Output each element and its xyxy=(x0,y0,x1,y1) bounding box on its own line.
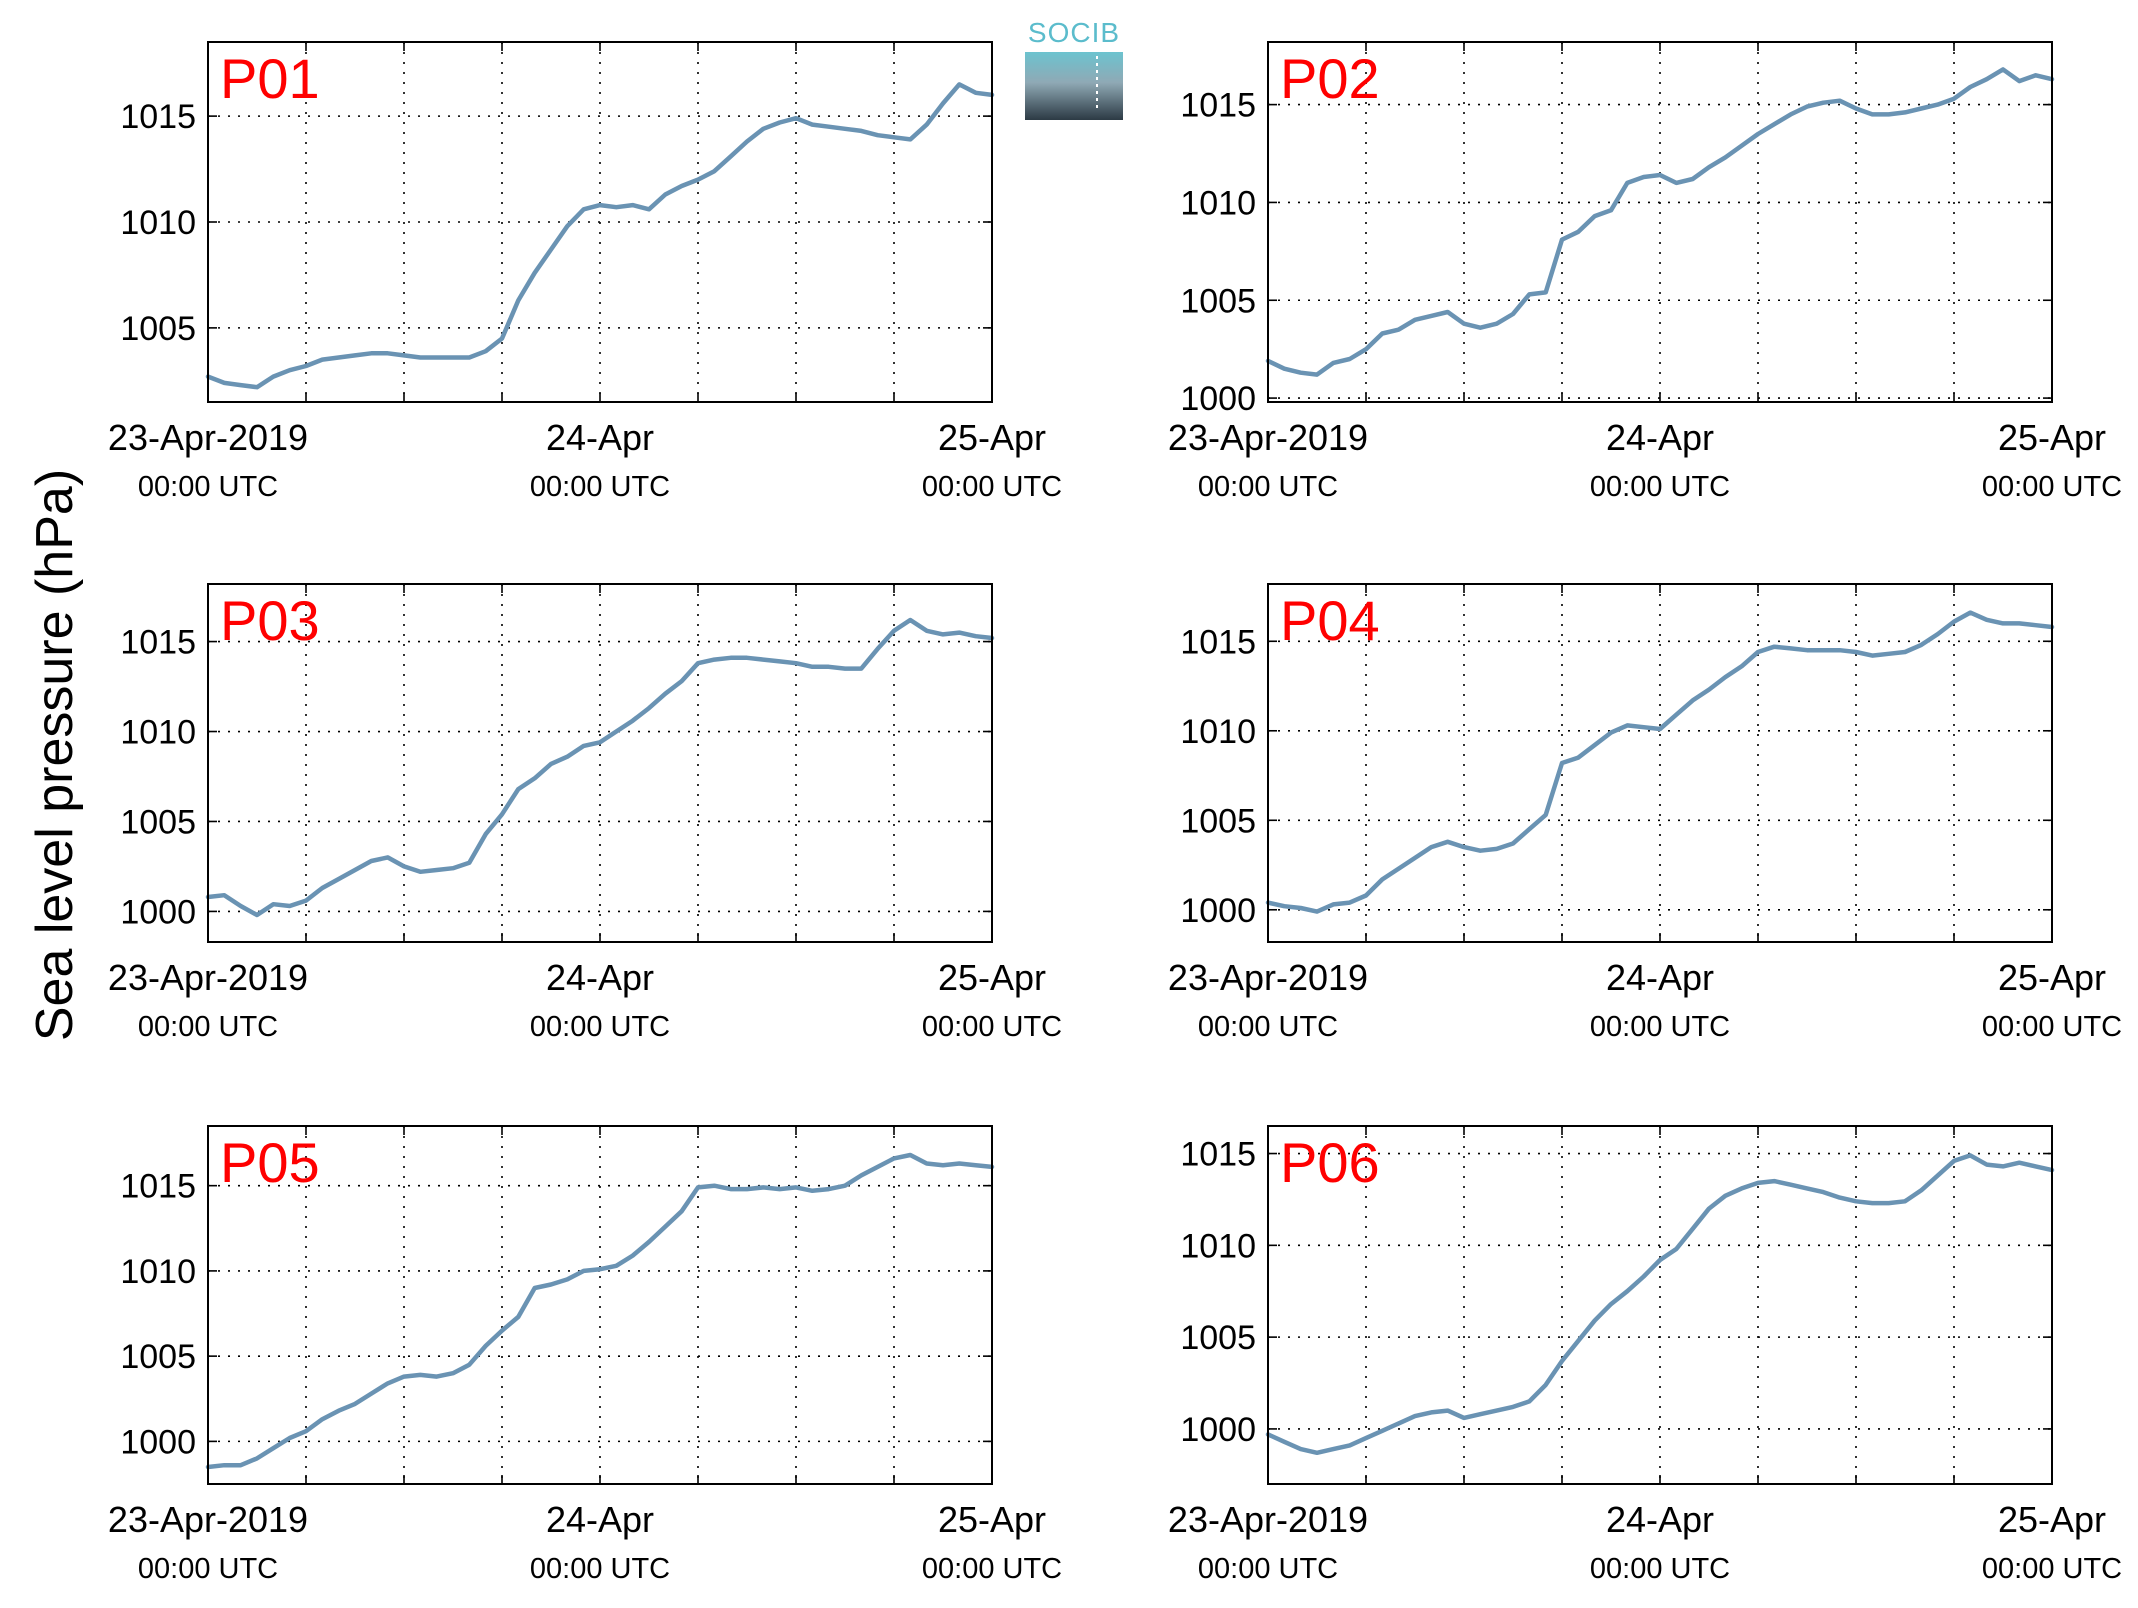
x-tick-label-time: 00:00 UTC xyxy=(1198,471,1338,503)
y-tick-label: 1015 xyxy=(1180,87,1256,125)
x-tick-label-date: 24-Apr xyxy=(1606,1499,1714,1540)
axes-frame xyxy=(207,1125,993,1485)
x-tick-label-time: 00:00 UTC xyxy=(1198,1011,1338,1043)
x-tick-label-time: 00:00 UTC xyxy=(530,1553,670,1585)
y-tick-label: 1010 xyxy=(1180,713,1256,751)
x-tick-label-time: 00:00 UTC xyxy=(138,1011,278,1043)
x-tick-label-date: 23-Apr-2019 xyxy=(1168,1499,1368,1540)
series-line-p01 xyxy=(205,82,995,390)
series-line-p04 xyxy=(1265,610,2055,914)
y-tick-label: 1005 xyxy=(120,310,196,348)
y-tick-label: 1015 xyxy=(120,98,196,136)
x-tick-label-time: 00:00 UTC xyxy=(530,1011,670,1043)
y-axis-label: Sea level pressure (hPa) xyxy=(26,469,84,1041)
y-tick-label: 1015 xyxy=(1180,1136,1256,1174)
axes-frame xyxy=(1267,1125,2053,1485)
x-tick-label-time: 00:00 UTC xyxy=(1198,1553,1338,1585)
x-tick-label-date: 24-Apr xyxy=(1606,417,1714,458)
series-line-p02 xyxy=(1265,67,2055,377)
axes-frame xyxy=(1267,41,2053,403)
x-tick-label-date: 23-Apr-2019 xyxy=(108,417,308,458)
y-tick-label: 1015 xyxy=(1180,623,1256,661)
x-tick-label-date: 24-Apr xyxy=(1606,957,1714,998)
x-tick-label-date: 25-Apr xyxy=(1998,1499,2106,1540)
x-tick-label-date: 24-Apr xyxy=(546,1499,654,1540)
logo-text: SOCIB xyxy=(1028,17,1120,48)
x-tick-label-time: 00:00 UTC xyxy=(1982,1011,2122,1043)
y-tick-label: 1010 xyxy=(1180,184,1256,222)
panel-label-p05: P05 xyxy=(220,1131,320,1194)
x-tick-label-date: 24-Apr xyxy=(546,957,654,998)
x-tick-label-time: 00:00 UTC xyxy=(1590,471,1730,503)
axes-frame xyxy=(207,41,993,403)
x-tick-label-time: 00:00 UTC xyxy=(922,471,1062,503)
panel-p06: 1000 1005 1010 1015 23-Apr-2019 00:00 UTC 24-A… xyxy=(1168,1125,2122,1585)
x-tick-label-date: 23-Apr-2019 xyxy=(108,1499,308,1540)
x-tick-label-date: 25-Apr xyxy=(938,957,1046,998)
panel-label-p03: P03 xyxy=(220,589,320,652)
y-tick-label: 1005 xyxy=(120,1338,196,1376)
x-tick-label-time: 00:00 UTC xyxy=(1982,1553,2122,1585)
chart-panels: 1005 1010 1015 23-Apr-2019 00:00 UTC 24-Apr 00… xyxy=(108,41,2122,1585)
x-tick-label-date: 25-Apr xyxy=(938,417,1046,458)
y-tick-label: 1000 xyxy=(1180,1411,1256,1449)
y-tick-label: 1005 xyxy=(1180,1319,1256,1357)
panel-label-p01: P01 xyxy=(220,47,320,110)
y-tick-label: 1010 xyxy=(120,1253,196,1291)
panel-p05: 1000 1005 1010 1015 23-Apr-2019 00:00 UTC 24-A… xyxy=(108,1125,1062,1585)
y-tick-label: 1000 xyxy=(1180,380,1256,418)
x-tick-label-time: 00:00 UTC xyxy=(138,471,278,503)
y-tick-label: 1015 xyxy=(120,1168,196,1206)
x-tick-label-time: 00:00 UTC xyxy=(1590,1553,1730,1585)
series-line-p05 xyxy=(205,1152,995,1470)
y-tick-label: 1005 xyxy=(120,803,196,841)
x-tick-label-date: 23-Apr-2019 xyxy=(1168,957,1368,998)
x-tick-label-date: 25-Apr xyxy=(1998,957,2106,998)
axes-frame xyxy=(1267,583,2053,943)
y-tick-label: 1005 xyxy=(1180,802,1256,840)
x-tick-label-time: 00:00 UTC xyxy=(1982,471,2122,503)
panel-label-p02: P02 xyxy=(1280,47,1380,110)
panel-p01: 1005 1010 1015 23-Apr-2019 00:00 UTC 24-Apr 00… xyxy=(108,41,1062,503)
y-tick-label: 1005 xyxy=(1180,282,1256,320)
y-tick-label: 1015 xyxy=(120,624,196,662)
y-tick-label: 1000 xyxy=(120,893,196,931)
x-tick-label-date: 24-Apr xyxy=(546,417,654,458)
series-line-p06 xyxy=(1265,1153,2055,1456)
x-tick-label-time: 00:00 UTC xyxy=(138,1553,278,1585)
y-tick-label: 1010 xyxy=(120,714,196,752)
socib-logo: SOCIB xyxy=(1025,17,1123,120)
y-tick-label: 1000 xyxy=(1180,892,1256,930)
axes-frame xyxy=(207,583,993,943)
panel-label-p04: P04 xyxy=(1280,589,1380,652)
x-tick-label-date: 25-Apr xyxy=(1998,417,2106,458)
panel-p03: 1000 1005 1010 1015 23-Apr-2019 00:00 UTC 24-A… xyxy=(108,583,1062,1043)
x-tick-label-date: 25-Apr xyxy=(938,1499,1046,1540)
series-line-p03 xyxy=(205,617,995,918)
x-tick-label-time: 00:00 UTC xyxy=(922,1553,1062,1585)
y-tick-label: 1010 xyxy=(1180,1227,1256,1265)
logo-mark xyxy=(1025,52,1123,120)
y-tick-label: 1010 xyxy=(120,204,196,242)
x-tick-label-date: 23-Apr-2019 xyxy=(108,957,308,998)
panel-p04: 1000 1005 1010 1015 23-Apr-2019 00:00 UTC 24-A… xyxy=(1168,583,2122,1043)
x-tick-label-date: 23-Apr-2019 xyxy=(1168,417,1368,458)
y-tick-label: 1000 xyxy=(120,1423,196,1461)
x-tick-label-time: 00:00 UTC xyxy=(1590,1011,1730,1043)
x-tick-label-time: 00:00 UTC xyxy=(922,1011,1062,1043)
x-tick-label-time: 00:00 UTC xyxy=(530,471,670,503)
panel-p02: 1000 1005 1010 1015 23-Apr-2019 00:00 UTC 24-A… xyxy=(1168,41,2122,503)
panel-label-p06: P06 xyxy=(1280,1131,1380,1194)
